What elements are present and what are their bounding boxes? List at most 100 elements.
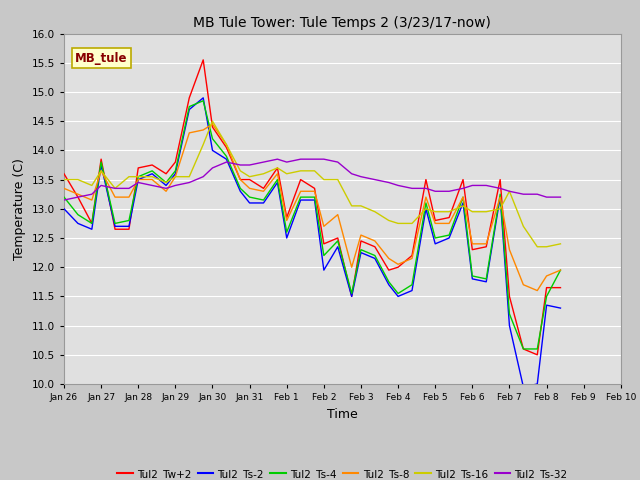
Tul2_Ts-32	[172, 182, 179, 188]
Tul2_Ts-32	[468, 182, 476, 188]
Tul2_Ts-4	[310, 194, 318, 200]
Tul2_Ts-4	[200, 98, 207, 104]
Tul2_Ts-2	[200, 95, 207, 101]
Tul2_Tw+2	[297, 177, 305, 182]
Tul2_Ts-32	[431, 188, 439, 194]
Tul2_Ts-8	[200, 127, 207, 133]
Tul2_Ts-2	[310, 197, 318, 203]
Tul2_Ts-16	[125, 174, 133, 180]
Tul2_Tw+2	[74, 194, 82, 200]
Tul2_Ts-16	[371, 209, 379, 215]
Tul2_Ts-2	[497, 194, 504, 200]
Tul2_Ts-4	[520, 346, 527, 352]
Tul2_Ts-32	[163, 185, 170, 191]
Tul2_Ts-16	[88, 182, 96, 188]
Tul2_Ts-4	[163, 180, 170, 185]
Tul2_Ts-4	[297, 194, 305, 200]
Tul2_Ts-4	[223, 154, 230, 159]
Tul2_Ts-8	[163, 188, 170, 194]
Tul2_Ts-2	[125, 224, 133, 229]
Tul2_Ts-8	[357, 232, 365, 238]
X-axis label: Time: Time	[327, 408, 358, 420]
Tul2_Ts-2	[520, 384, 527, 390]
Tul2_Tw+2	[223, 144, 230, 150]
Tul2_Ts-4	[172, 168, 179, 174]
Tul2_Tw+2	[408, 252, 416, 258]
Tul2_Ts-8	[557, 267, 564, 273]
Tul2_Ts-16	[60, 177, 68, 182]
Tul2_Ts-32	[483, 182, 490, 188]
Tul2_Tw+2	[431, 217, 439, 223]
Tul2_Ts-4	[534, 346, 541, 352]
Tul2_Ts-2	[483, 279, 490, 285]
Tul2_Ts-2	[506, 323, 513, 328]
Tul2_Ts-2	[237, 188, 244, 194]
Tul2_Ts-32	[557, 194, 564, 200]
Tul2_Ts-32	[125, 185, 133, 191]
Tul2_Ts-4	[483, 276, 490, 282]
Tul2_Tw+2	[357, 238, 365, 244]
Tul2_Ts-2	[320, 267, 328, 273]
Tul2_Ts-2	[357, 250, 365, 255]
Tul2_Ts-32	[371, 177, 379, 182]
Tul2_Ts-16	[557, 241, 564, 247]
Tul2_Ts-8	[310, 188, 318, 194]
Tul2_Ts-4	[385, 279, 392, 285]
Tul2_Tw+2	[200, 57, 207, 63]
Tul2_Ts-32	[260, 159, 268, 165]
Tul2_Ts-4	[97, 159, 105, 165]
Tul2_Ts-2	[422, 206, 430, 212]
Tul2_Ts-16	[297, 168, 305, 174]
Tul2_Tw+2	[483, 244, 490, 250]
Tul2_Ts-4	[422, 200, 430, 206]
Tul2_Ts-4	[88, 220, 96, 226]
Tul2_Ts-16	[445, 209, 453, 215]
Tul2_Tw+2	[334, 235, 342, 241]
Tul2_Ts-2	[163, 182, 170, 188]
Tul2_Ts-2	[283, 235, 291, 241]
Tul2_Tw+2	[394, 264, 402, 270]
Tul2_Ts-8	[209, 121, 216, 127]
Tul2_Ts-8	[394, 262, 402, 267]
Tul2_Ts-32	[283, 159, 291, 165]
Tul2_Tw+2	[348, 293, 356, 300]
Tul2_Ts-16	[148, 174, 156, 180]
Tul2_Ts-32	[274, 156, 282, 162]
Tul2_Ts-32	[310, 156, 318, 162]
Tul2_Ts-2	[348, 293, 356, 300]
Tul2_Ts-2	[186, 107, 193, 112]
Tul2_Ts-8	[497, 194, 504, 200]
Tul2_Ts-4	[246, 194, 253, 200]
Tul2_Ts-4	[60, 194, 68, 200]
Tul2_Ts-32	[320, 156, 328, 162]
Tul2_Ts-8	[237, 177, 244, 182]
Tul2_Ts-16	[348, 203, 356, 209]
Tul2_Ts-4	[348, 290, 356, 296]
Tul2_Ts-8	[385, 255, 392, 261]
Tul2_Ts-2	[88, 227, 96, 232]
Tul2_Ts-8	[445, 220, 453, 226]
Tul2_Ts-4	[134, 174, 142, 180]
Tul2_Ts-8	[408, 255, 416, 261]
Tul2_Ts-4	[111, 220, 119, 226]
Legend: Tul2_Tw+2, Tul2_Ts-2, Tul2_Ts-4, Tul2_Ts-8, Tul2_Ts-16, Tul2_Ts-32: Tul2_Tw+2, Tul2_Ts-2, Tul2_Ts-4, Tul2_Ts…	[113, 465, 572, 480]
Tul2_Ts-8	[534, 288, 541, 293]
Tul2_Ts-16	[483, 209, 490, 215]
Tul2_Ts-32	[334, 159, 342, 165]
Tul2_Ts-16	[422, 206, 430, 212]
Title: MB Tule Tower: Tule Temps 2 (3/23/17-now): MB Tule Tower: Tule Temps 2 (3/23/17-now…	[193, 16, 492, 30]
Tul2_Ts-4	[394, 290, 402, 296]
Tul2_Ts-4	[209, 136, 216, 142]
Tul2_Ts-16	[74, 177, 82, 182]
Tul2_Ts-2	[297, 197, 305, 203]
Tul2_Tw+2	[534, 352, 541, 358]
Tul2_Ts-16	[408, 220, 416, 226]
Tul2_Ts-32	[200, 174, 207, 180]
Tul2_Tw+2	[172, 159, 179, 165]
Tul2_Ts-4	[74, 212, 82, 217]
Tul2_Ts-2	[468, 276, 476, 282]
Tul2_Ts-4	[125, 217, 133, 223]
Tul2_Ts-16	[460, 203, 467, 209]
Tul2_Tw+2	[237, 177, 244, 182]
Tul2_Tw+2	[520, 346, 527, 352]
